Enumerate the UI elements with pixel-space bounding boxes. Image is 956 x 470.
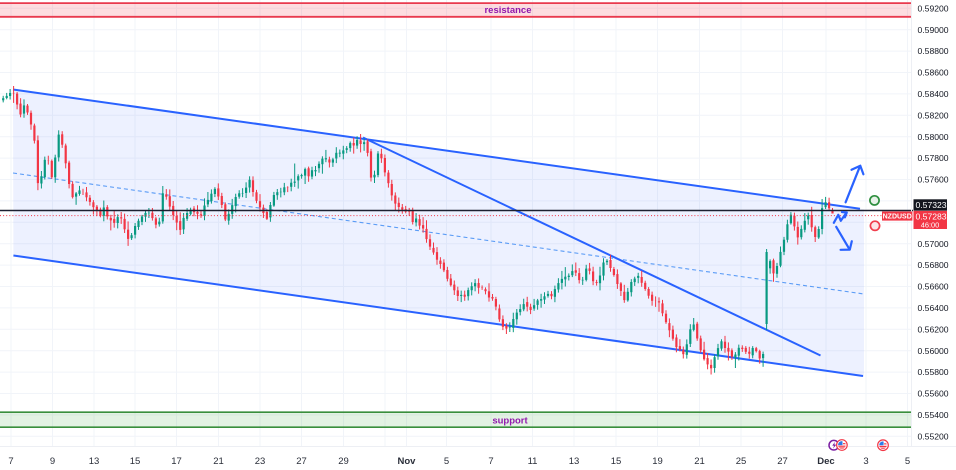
svg-text:25: 25 — [736, 456, 747, 467]
svg-text:15: 15 — [611, 456, 622, 467]
svg-text:Nov: Nov — [398, 456, 417, 467]
svg-text:0.57800: 0.57800 — [918, 153, 949, 163]
svg-text:Dec: Dec — [817, 456, 834, 467]
svg-text:0.57600: 0.57600 — [918, 175, 949, 185]
svg-text:0.58800: 0.58800 — [918, 46, 949, 56]
svg-text:15: 15 — [130, 456, 141, 467]
svg-text:46:00: 46:00 — [921, 220, 940, 229]
svg-text:0.55600: 0.55600 — [918, 389, 949, 399]
svg-text:5: 5 — [444, 456, 449, 467]
svg-text:0.57283: 0.57283 — [916, 211, 947, 221]
svg-text:21: 21 — [694, 456, 705, 467]
svg-text:0.55400: 0.55400 — [918, 410, 949, 420]
svg-text:0.59000: 0.59000 — [918, 25, 949, 35]
svg-text:0.57323: 0.57323 — [916, 200, 947, 210]
svg-text:0.59200: 0.59200 — [918, 3, 949, 13]
svg-text:NZDUSD: NZDUSD — [883, 214, 912, 221]
svg-text:5: 5 — [905, 456, 910, 467]
svg-text:support: support — [492, 416, 528, 427]
svg-text:3: 3 — [863, 456, 868, 467]
svg-text:0.58400: 0.58400 — [918, 89, 949, 99]
svg-text:0.55800: 0.55800 — [918, 367, 949, 377]
svg-text:23: 23 — [255, 456, 266, 467]
svg-text:19: 19 — [652, 456, 663, 467]
svg-text:0.56000: 0.56000 — [918, 346, 949, 356]
svg-text:13: 13 — [569, 456, 580, 467]
svg-text:0.56600: 0.56600 — [918, 282, 949, 292]
svg-text:13: 13 — [89, 456, 100, 467]
svg-text:7: 7 — [8, 456, 13, 467]
svg-text:27: 27 — [777, 456, 788, 467]
svg-text:7: 7 — [488, 456, 493, 467]
svg-text:0.56800: 0.56800 — [918, 260, 949, 270]
svg-text:0.56400: 0.56400 — [918, 303, 949, 313]
svg-text:0.58200: 0.58200 — [918, 110, 949, 120]
svg-text:21: 21 — [213, 456, 224, 467]
svg-text:9: 9 — [50, 456, 55, 467]
svg-text:27: 27 — [296, 456, 307, 467]
svg-text:0.58000: 0.58000 — [918, 132, 949, 142]
svg-text:0.58600: 0.58600 — [918, 68, 949, 78]
svg-text:29: 29 — [338, 456, 349, 467]
svg-text:0.55200: 0.55200 — [918, 431, 949, 441]
svg-text:11: 11 — [528, 456, 538, 467]
svg-text:resistance: resistance — [484, 5, 531, 16]
svg-text:0.56200: 0.56200 — [918, 324, 949, 334]
svg-text:0.57000: 0.57000 — [918, 239, 949, 249]
svg-text:17: 17 — [171, 456, 182, 467]
